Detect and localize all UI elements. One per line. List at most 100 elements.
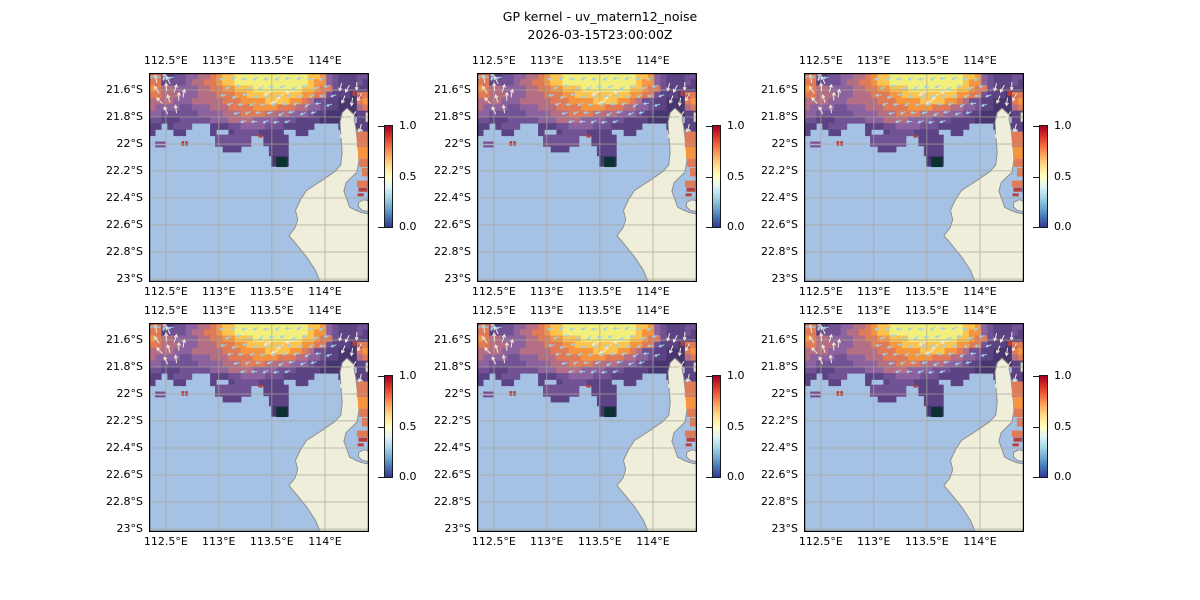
lat-tick-label: 21.8°S [434, 109, 471, 123]
lon-tick-label-bottom: 114°E [308, 535, 342, 548]
lat-tick-label: 22.6°S [434, 467, 471, 481]
colorbar-tick-label: 1.0 [727, 119, 745, 132]
subplot-panel-r1c1: 112.5°E 112.5°E 113°E 113°E 113.5°E 113.5°E 11… [106, 54, 416, 298]
map-svg [477, 323, 697, 532]
lon-tick-label-bottom: 114°E [636, 285, 670, 298]
lon-tick-label-bottom: 113°E [529, 535, 564, 548]
lat-tick-label: 23°S [771, 522, 798, 536]
lat-tick-label: 21.8°S [106, 109, 143, 123]
lon-tick-label-top: 112.5°E [471, 304, 516, 317]
map-svg [477, 73, 697, 282]
colorbar-tick-label: 1.0 [727, 369, 745, 382]
lat-tick-label: 22.4°S [434, 441, 471, 454]
colorbar-tick-label: 0.0 [399, 220, 417, 233]
lon-tick-label-bottom: 114°E [636, 535, 670, 548]
lat-tick-label: 21.8°S [106, 359, 143, 373]
colorbar-tick-label: 0.0 [1054, 220, 1072, 233]
lon-tick-label-top: 113.5°E [577, 304, 622, 317]
map-border [149, 323, 369, 532]
gridlines-layer [149, 323, 369, 532]
lat-tick-label: 22.2°S [434, 413, 471, 427]
colorbar-tick [1033, 426, 1039, 428]
lon-tick-label-bottom: 113°E [201, 535, 236, 548]
heatmap-layer [149, 73, 369, 137]
colorbar-tick-label: 0.5 [399, 169, 417, 183]
lat-tick-label: 22.4°S [761, 191, 798, 204]
lon-tick-label-bottom: 113.5°E [904, 285, 949, 298]
lat-tick-label: 22.4°S [106, 441, 143, 454]
lon-tick-label-bottom: 114°E [308, 285, 342, 298]
lon-tick-label-bottom: 112.5°E [798, 285, 843, 298]
lat-tick-label: 21.6°S [434, 82, 471, 96]
lon-tick-label-top: 113°E [529, 304, 564, 317]
map-border [804, 323, 1024, 532]
quiver-layer [149, 323, 362, 389]
lat-tick-label: 22°S [116, 137, 143, 151]
gridlines-layer [149, 73, 369, 282]
heatmap-features-layer [483, 340, 697, 447]
colorbar-tick [706, 426, 712, 428]
lat-tick-label: 22.2°S [106, 413, 143, 427]
heatmap-layer [149, 323, 369, 387]
quiver-layer [804, 73, 1017, 139]
lon-tick-label-bottom: 113.5°E [904, 535, 949, 548]
lat-tick-label: 23°S [116, 272, 143, 286]
lon-tick-label-top: 113°E [529, 54, 564, 67]
lat-tick-label: 23°S [444, 272, 471, 286]
gridlines-layer [477, 323, 697, 532]
lon-tick-label-top: 112.5°E [143, 304, 188, 317]
lon-tick-label-bottom: 114°E [963, 285, 997, 298]
lon-tick-label-top: 114°E [636, 304, 670, 317]
figure-title: GP kernel - uv_matern12_noise [502, 9, 698, 24]
lon-tick-label-top: 113.5°E [249, 54, 294, 67]
lat-tick-label: 22.4°S [761, 441, 798, 454]
lat-tick-label: 22°S [116, 387, 143, 401]
map-border [477, 323, 697, 532]
lon-tick-label-bottom: 112.5°E [471, 285, 516, 298]
colorbar-tick [378, 426, 384, 428]
colorbar-tick [378, 477, 384, 479]
lon-tick-label-top: 113.5°E [904, 304, 949, 317]
colorbar-tick-label: 0.0 [1054, 470, 1072, 483]
colorbar: 1.0 0.5 0.0 [706, 369, 745, 483]
lon-tick-label-top: 113°E [201, 54, 236, 67]
colorbar-tick [1033, 126, 1039, 128]
colorbar: 1.0 0.5 0.0 [1033, 119, 1072, 233]
lat-tick-label: 21.6°S [761, 82, 798, 96]
lon-tick-label-bottom: 114°E [963, 535, 997, 548]
lat-tick-label: 22.2°S [761, 413, 798, 427]
lat-tick-label: 23°S [116, 522, 143, 536]
colorbar-tick [706, 126, 712, 128]
colorbar-tick-label: 0.5 [727, 419, 745, 433]
lat-tick-label: 21.8°S [434, 359, 471, 373]
heatmap-layer [477, 73, 697, 137]
lat-tick-label: 22.8°S [761, 244, 798, 258]
lat-tick-label: 23°S [771, 272, 798, 286]
map-border [804, 73, 1024, 282]
lat-tick-label: 21.8°S [761, 109, 798, 123]
land-layer [288, 107, 369, 282]
lon-tick-label-bottom: 113°E [201, 285, 236, 298]
lon-tick-label-bottom: 113.5°E [249, 535, 294, 548]
colorbar: 1.0 0.5 0.0 [378, 119, 417, 233]
map-svg [149, 73, 369, 282]
figure-subtitle: 2026-03-15T23:00:00Z [527, 27, 673, 42]
lat-tick-label: 22.8°S [434, 244, 471, 258]
colorbar: 1.0 0.5 0.0 [706, 119, 745, 233]
lat-tick-label: 22.2°S [434, 163, 471, 177]
map-svg [149, 323, 369, 532]
lon-tick-label-bottom: 113.5°E [577, 535, 622, 548]
lon-tick-label-top: 113°E [856, 304, 891, 317]
lon-tick-label-bottom: 112.5°E [798, 535, 843, 548]
colorbar-tick-label: 0.5 [1054, 169, 1072, 183]
lon-tick-label-top: 114°E [308, 304, 342, 317]
lon-tick-label-bottom: 113°E [529, 285, 564, 298]
map-border [149, 73, 369, 282]
lat-tick-label: 22°S [444, 137, 471, 151]
lon-tick-label-top: 113.5°E [249, 304, 294, 317]
lon-tick-label-bottom: 113°E [856, 285, 891, 298]
quiver-layer [477, 323, 690, 389]
lat-tick-label: 22°S [444, 387, 471, 401]
quiver-layer [149, 73, 362, 139]
